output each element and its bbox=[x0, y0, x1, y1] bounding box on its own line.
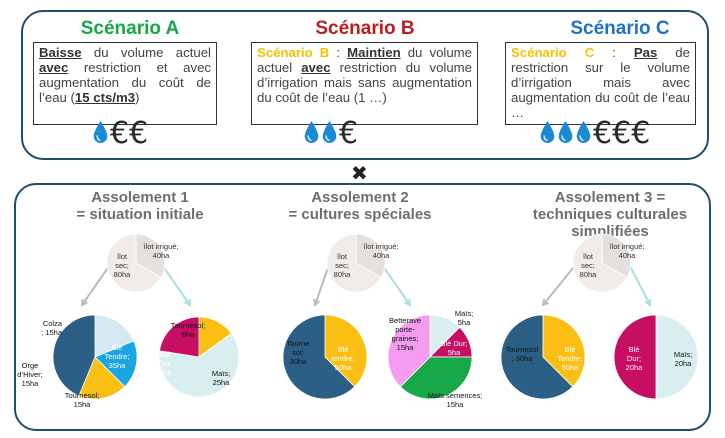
ilot-sec-label-3: îlot sec; 80ha bbox=[580, 252, 598, 279]
a3_sec-label-0: Tournesol; 30ha bbox=[506, 345, 539, 363]
a3_irr-slice-0 bbox=[655, 314, 699, 400]
a1_irr-label-1: Maïs; 25ha bbox=[212, 369, 230, 387]
flow-arrowhead bbox=[644, 298, 652, 307]
a1_sec-slice-3 bbox=[52, 314, 96, 397]
euro-icon: € bbox=[612, 116, 632, 151]
scenario-c-description: Scénario C : Pas de restriction sur le v… bbox=[505, 42, 696, 125]
euro-icon: € bbox=[339, 116, 359, 151]
flow-arrow bbox=[627, 261, 651, 306]
a1_sec-slice-2 bbox=[78, 356, 126, 400]
flow-arrowhead bbox=[313, 298, 321, 307]
assolement-3-title: Assolement 3 = techniques culturales simpl… bbox=[532, 189, 688, 240]
flow-arrow bbox=[81, 261, 113, 306]
water-drop-icon bbox=[539, 120, 557, 149]
a1_sec-label-2: Tournesol; 15ha bbox=[65, 391, 100, 409]
a1_irr-slice-1 bbox=[158, 332, 240, 398]
scenario-b-description: Scénario B : Maintien du volume actuel a… bbox=[251, 42, 478, 125]
a1_sec-label-1: Orge d’Hiver; 15ha bbox=[17, 361, 42, 388]
ilot-irrigue-slice-3 bbox=[601, 233, 632, 279]
flow-arrowhead bbox=[80, 298, 88, 307]
a2_sec-label-0: Tourne sol; 30ha bbox=[287, 339, 310, 366]
scenario-a-title: Scénario A bbox=[80, 18, 180, 39]
flow-arrowhead bbox=[541, 298, 549, 307]
a3_irr-label-0: Maïs; 20ha bbox=[674, 350, 692, 368]
a2_sec-slice-1 bbox=[282, 314, 356, 400]
scenario-a-description: Baisse du volume actuel avec restriction… bbox=[33, 42, 217, 125]
assolement-2-title: Assolement 2 = cultures spéciales bbox=[288, 189, 432, 223]
euro-icon: € bbox=[110, 116, 130, 151]
flow-arrow bbox=[542, 261, 579, 306]
a2_irr-slice-3 bbox=[387, 314, 431, 388]
a1_sec-slice-0 bbox=[94, 314, 135, 358]
ilot-sec-slice-3 bbox=[572, 233, 628, 293]
a2_sec-slice-0 bbox=[324, 314, 368, 388]
ilot-sec-slice-1 bbox=[106, 233, 162, 293]
a3_sec-label-1: Blé Tendre; 50ha bbox=[557, 345, 582, 372]
euro-icon: € bbox=[129, 116, 149, 151]
euro-icon: € bbox=[593, 116, 613, 151]
flow-arrow bbox=[159, 261, 191, 306]
a3_sec-slice-1 bbox=[500, 314, 574, 400]
water-drop-icon bbox=[557, 120, 575, 149]
a2_sec-label-1: Blé tendre; 50ha bbox=[331, 345, 354, 372]
ilot-irrigue-label-2: îlot irrigué; 40ha bbox=[362, 242, 398, 260]
water-drop-icon bbox=[321, 120, 339, 149]
a2_irr-label-0: Maïs; 5ha bbox=[455, 309, 473, 327]
a3_irr-slice-1 bbox=[613, 314, 657, 400]
a3_sec-slice-0 bbox=[542, 314, 586, 388]
flow-arrowhead bbox=[404, 298, 412, 307]
water-drop-icon bbox=[303, 120, 321, 149]
scenario-a-cost-icons: € € bbox=[92, 118, 148, 150]
multiply-icon: ✖ bbox=[351, 161, 368, 185]
flow-arrowhead bbox=[184, 298, 192, 307]
a1_irr-label-0: Tournesol; 6ha bbox=[171, 321, 206, 339]
a1_irr-label-2: Blé Dur; 9ha bbox=[158, 350, 172, 377]
a1_sec-label-0: Colza; 15ha bbox=[41, 319, 63, 337]
scenario-b-cost-icons: € bbox=[303, 118, 358, 150]
scenario-b-title: Scénario B bbox=[315, 18, 415, 39]
euro-icon: € bbox=[631, 116, 651, 151]
water-drop-icon bbox=[92, 120, 110, 149]
ilot-sec-label-2: îlot sec; 80ha bbox=[334, 252, 352, 279]
a2_irr-label-2: Maïs semences; 15ha bbox=[428, 391, 483, 409]
a2_irr-label-3: Betterave porte-graines; 15ha bbox=[389, 316, 421, 352]
ilot-irrigue-slice-2 bbox=[355, 233, 386, 279]
a3_irr-label-1: Blé Dur; 20ha bbox=[626, 345, 644, 372]
ilot-irrigue-slice-1 bbox=[135, 233, 166, 279]
scenario-c-title: Scénario C bbox=[570, 18, 670, 39]
a1_sec-label-3: Blé Tendre; 35ha bbox=[104, 343, 129, 370]
assolement-1-title: Assolement 1 = situation initiale bbox=[76, 189, 204, 223]
ilot-irrigue-label-1: îlot irrigué; 40ha bbox=[142, 242, 178, 260]
a1_irr-slice-2 bbox=[159, 316, 200, 358]
ilot-sec-label-1: îlot sec; 80ha bbox=[114, 252, 132, 279]
a1_sec-slice-1 bbox=[94, 340, 138, 388]
a2_irr-slice-2 bbox=[399, 356, 473, 400]
ilot-irrigue-label-3: îlot irrigué; 40ha bbox=[608, 242, 644, 260]
flow-arrow bbox=[379, 261, 411, 306]
scenario-c-cost-icons: € € € bbox=[539, 118, 650, 150]
assolements-panel bbox=[14, 183, 711, 431]
a2_irr-label-1: Blé Dur; 5ha bbox=[440, 339, 467, 357]
ilot-sec-slice-2 bbox=[326, 233, 382, 293]
water-drop-icon bbox=[575, 120, 593, 149]
